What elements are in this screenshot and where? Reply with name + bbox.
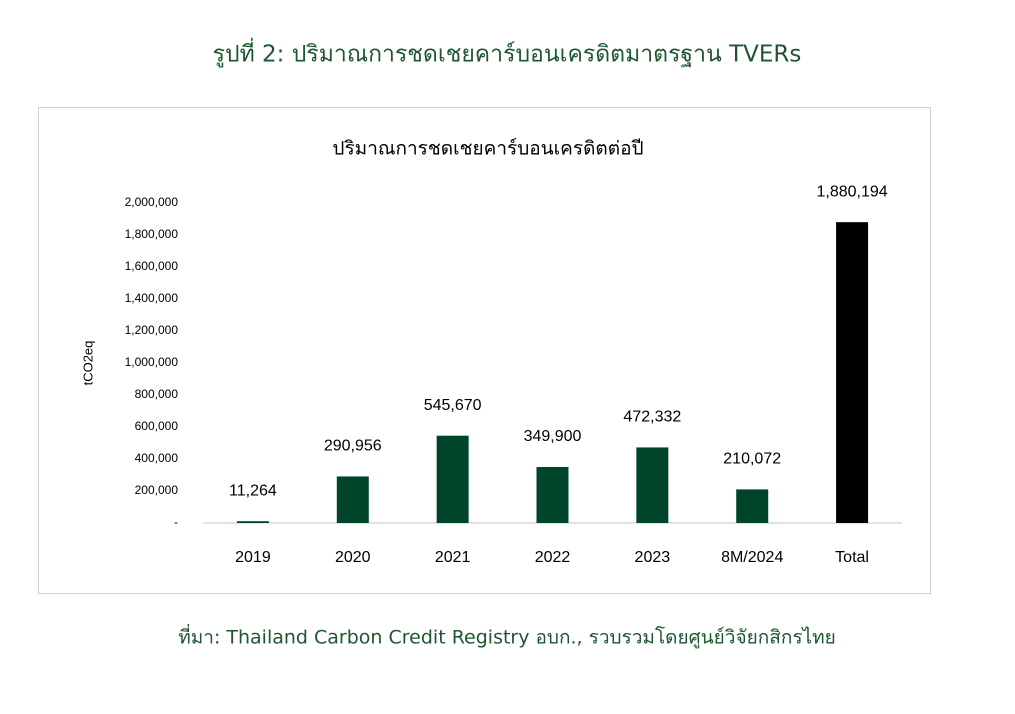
y-tick-label: 1,400,000 bbox=[125, 291, 179, 305]
x-tick-label: 2023 bbox=[635, 549, 671, 566]
x-tick-label: 8M/2024 bbox=[721, 549, 783, 566]
figure-title: รูปที่ 2: ปริมาณการชดเชยคาร์บอนเครดิตมาต… bbox=[213, 38, 802, 68]
bar bbox=[736, 489, 769, 523]
y-tick-label: 400,000 bbox=[135, 451, 179, 465]
y-tick-label: 800,000 bbox=[135, 387, 179, 401]
chart-title: ปริมาณการชดเชยคาร์บอนเครดิตต่อปี bbox=[332, 138, 643, 160]
y-tick-label: 600,000 bbox=[135, 419, 179, 433]
y-tick-label: - bbox=[174, 515, 178, 529]
y-tick-label: 1,000,000 bbox=[125, 355, 179, 369]
x-tick-label: 2020 bbox=[335, 549, 371, 566]
y-tick-label: 1,800,000 bbox=[125, 227, 179, 241]
value-label: 1,880,194 bbox=[816, 183, 887, 200]
source-note: ที่มา: Thailand Carbon Credit Registry อ… bbox=[178, 624, 836, 649]
y-tick-label: 2,000,000 bbox=[125, 195, 179, 209]
value-label: 11,264 bbox=[229, 482, 277, 499]
value-label: 349,900 bbox=[524, 428, 582, 445]
bar bbox=[536, 467, 569, 523]
x-tick-label: 2019 bbox=[235, 549, 271, 566]
bar bbox=[336, 476, 369, 523]
value-label: 472,332 bbox=[623, 409, 681, 426]
value-label: 545,670 bbox=[424, 397, 482, 414]
x-tick-label: 2022 bbox=[535, 549, 571, 566]
y-tick-label: 1,600,000 bbox=[125, 259, 179, 273]
bar bbox=[836, 222, 869, 524]
y-tick-label: 1,200,000 bbox=[125, 323, 179, 337]
chart-frame bbox=[38, 107, 931, 594]
x-tick-label: 2021 bbox=[435, 549, 471, 566]
bar bbox=[636, 447, 669, 523]
y-axis-title: tCO2eq bbox=[80, 341, 95, 386]
bar bbox=[436, 435, 469, 523]
value-label: 290,956 bbox=[324, 438, 382, 455]
value-label: 210,072 bbox=[723, 451, 781, 468]
bar bbox=[236, 521, 269, 523]
y-tick-label: 200,000 bbox=[135, 483, 179, 497]
x-tick-label: Total bbox=[835, 549, 869, 566]
